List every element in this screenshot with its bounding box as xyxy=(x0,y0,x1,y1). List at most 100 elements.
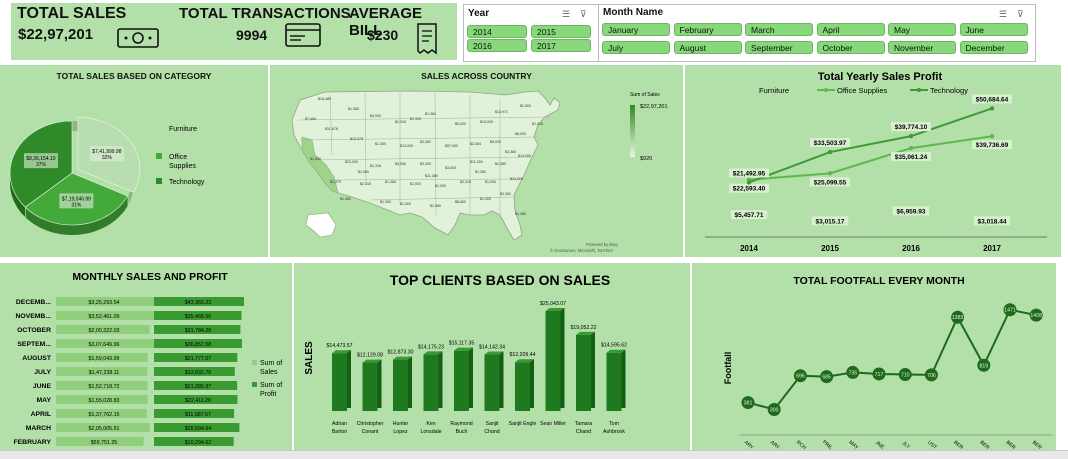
slicer-month-march[interactable]: March xyxy=(745,23,813,36)
clients-panel: TOP CLIENTS BASED ON SALES SALES $14,473.5… xyxy=(294,263,690,450)
slicer-month-april[interactable]: April xyxy=(816,23,885,36)
map-state-label: $1,315 xyxy=(410,117,421,121)
monthly-y-tick: AUGUST xyxy=(22,355,52,362)
map-state-label: $3,384 xyxy=(470,142,481,146)
yearly-point xyxy=(989,227,995,232)
monthly-sales-bar xyxy=(56,381,148,390)
monthly-y-tick: FEBRUARY xyxy=(13,439,51,446)
client-bar-top xyxy=(606,349,626,353)
cash-icon xyxy=(117,28,159,48)
client-x-tick: Chand xyxy=(576,429,591,435)
monthly-sales-bar xyxy=(56,367,148,376)
slicer-year-2017[interactable]: 2017 xyxy=(531,39,591,52)
map-credit-geo: © GeoNames, Microsoft, TomTom xyxy=(550,248,613,253)
slicer-year-2014[interactable]: 2014 xyxy=(467,25,527,38)
pie-legend-label: Technology xyxy=(169,179,205,186)
yearly-data-label: $39,736.69 xyxy=(976,142,1009,149)
monthly-profit-bar xyxy=(154,395,238,404)
yearly-legend-label: Office Supplies xyxy=(837,86,888,95)
monthly-profit-label: $31,784.20 xyxy=(185,328,212,334)
client-bar xyxy=(576,334,591,411)
client-bar xyxy=(545,311,561,411)
map-state-label: $8,000 xyxy=(515,132,526,136)
pie-data-label-bg xyxy=(23,153,58,169)
yearly-legend-label: Furniture xyxy=(759,86,789,95)
monthly-y-tick: MAY xyxy=(37,397,52,404)
client-bar-label: $25,043.07 xyxy=(540,301,566,307)
yearly-data-label-bg xyxy=(810,138,850,148)
map-state-label: $1,316 xyxy=(370,164,381,168)
monthly-sales-bar xyxy=(56,353,148,362)
client-x-tick: Ashbrook xyxy=(603,429,625,435)
multi-select-icon[interactable]: ☰ xyxy=(999,9,1008,19)
map-state-label: $1,000 xyxy=(485,180,496,184)
clients-chart-title: TOP CLIENTS BASED ON SALES xyxy=(390,272,610,288)
yearly-point xyxy=(827,171,833,176)
slicer-month-december[interactable]: December xyxy=(959,41,1028,54)
client-bar-top xyxy=(454,347,473,351)
slicer-month-january[interactable]: January xyxy=(602,23,670,36)
kpi-total-sales-value: $22,97,201 xyxy=(18,26,94,43)
client-bar-label: $12,873.30 xyxy=(388,350,414,356)
client-bar-top xyxy=(362,359,382,363)
map-state-label: $57,000 xyxy=(445,144,458,148)
pie-data-label: $7,41,999.98 xyxy=(92,149,121,155)
monthly-sales-bar xyxy=(56,423,150,432)
pie-legend-swatch xyxy=(156,178,162,184)
slicer-month-september[interactable]: September xyxy=(745,41,813,54)
slicer-month-february[interactable]: February xyxy=(673,23,742,36)
monthly-profit-bar xyxy=(154,409,235,418)
multi-select-icon[interactable]: ☰ xyxy=(562,9,571,19)
slicer-month-october[interactable]: October xyxy=(816,41,885,54)
client-x-tick: Tom xyxy=(609,421,619,427)
slicer-month-june[interactable]: June xyxy=(959,23,1028,36)
yearly-legend-marker xyxy=(824,88,828,92)
pie-legend-label: Supplies xyxy=(169,163,196,170)
monthly-y-tick: APRIL xyxy=(31,411,51,418)
yearly-x-tick: 2017 xyxy=(983,244,1001,253)
monthly-profit-label: $21,285.97 xyxy=(185,384,212,390)
map-state-label: $13,971 xyxy=(495,110,508,114)
client-x-tick: Hunter xyxy=(393,421,409,427)
yearly-data-label-bg xyxy=(891,122,931,132)
clear-filter-icon[interactable]: ⊽ xyxy=(580,9,587,19)
yearly-legend-marker xyxy=(746,88,750,92)
footfall-point xyxy=(793,369,807,383)
footfall-line-chart: TOTAL FOOTFALL EVERY MONTH Footfall 381 ARY… xyxy=(723,275,1052,450)
slicer-month-august[interactable]: August xyxy=(673,41,742,54)
client-bar-top xyxy=(393,356,412,360)
map-state-label: $1,300 xyxy=(375,142,386,146)
yearly-data-label-bg xyxy=(730,210,768,220)
category-panel-title: TOTAL SALES BASED ON CATEGORY xyxy=(56,71,212,81)
monthly-profit-label: $22,411.26 xyxy=(185,398,211,404)
footfall-x-tick: PRIL xyxy=(821,439,834,450)
footfall-point xyxy=(741,396,755,410)
map-state-label: $11,380 xyxy=(425,174,438,178)
footfall-point-label: 696 xyxy=(796,374,805,380)
yearly-series-line-furniture xyxy=(748,218,993,231)
yearly-x-tick: 2016 xyxy=(902,244,920,253)
slicer-month-november[interactable]: November xyxy=(888,41,956,54)
map-credit-bing: Powered by Bing xyxy=(586,242,618,247)
sheet-tab-bar[interactable] xyxy=(0,450,1068,459)
clear-filter-icon[interactable]: ⊽ xyxy=(1017,9,1024,19)
client-bar xyxy=(393,359,408,411)
client-bar xyxy=(454,350,469,411)
map-state-label: $1,384 xyxy=(425,112,436,116)
monthly-y-tick: JUNE xyxy=(33,383,52,390)
monthly-legend-swatch xyxy=(252,382,257,387)
footfall-point xyxy=(1029,308,1043,322)
monthly-y-tick: JULY xyxy=(34,369,51,376)
yearly-panel: Total Yearly Sales Profit Furniture Office… xyxy=(685,65,1061,257)
slicer-year-2015[interactable]: 2015 xyxy=(531,25,591,38)
map-state-label: $4,000 xyxy=(370,114,381,118)
map-state-label: $1,530 xyxy=(310,157,321,161)
slicer-year-2016[interactable]: 2016 xyxy=(467,39,527,52)
yearly-series-line-office-supplies xyxy=(748,135,993,181)
slicer-month-july[interactable]: July xyxy=(602,41,670,54)
pie-data-label-bg xyxy=(89,146,124,162)
map-state-labels: $18,485 $1,383 $4,000 $1,315 $1,315 $1,384 $5,… xyxy=(305,97,543,216)
slicer-month-may[interactable]: May xyxy=(888,23,956,36)
map-state-label: $1,300 xyxy=(380,200,391,204)
pie-slice-depth xyxy=(25,196,128,235)
